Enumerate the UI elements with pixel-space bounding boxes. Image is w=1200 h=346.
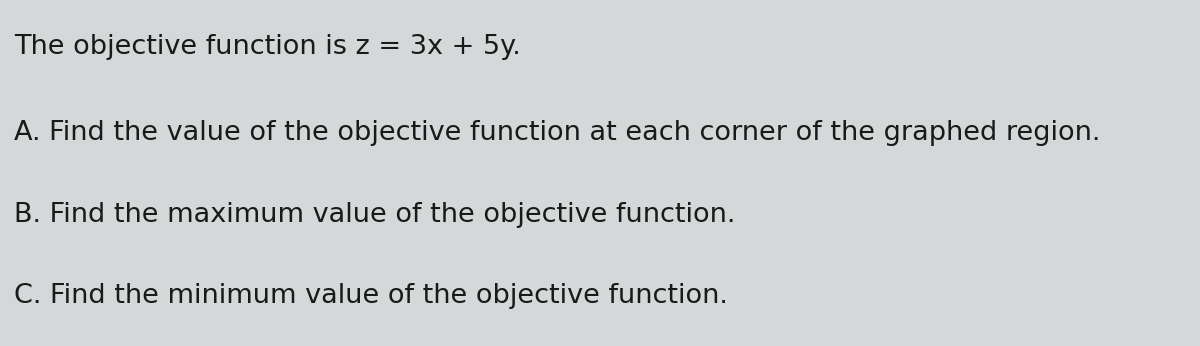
Text: The objective function is z = 3x + 5y.: The objective function is z = 3x + 5y. xyxy=(14,34,521,60)
Text: A. Find the value of the objective function at each corner of the graphed region: A. Find the value of the objective funct… xyxy=(14,120,1100,146)
Text: B. Find the maximum value of the objective function.: B. Find the maximum value of the objecti… xyxy=(14,201,736,228)
Text: C. Find the minimum value of the objective function.: C. Find the minimum value of the objecti… xyxy=(14,283,728,309)
